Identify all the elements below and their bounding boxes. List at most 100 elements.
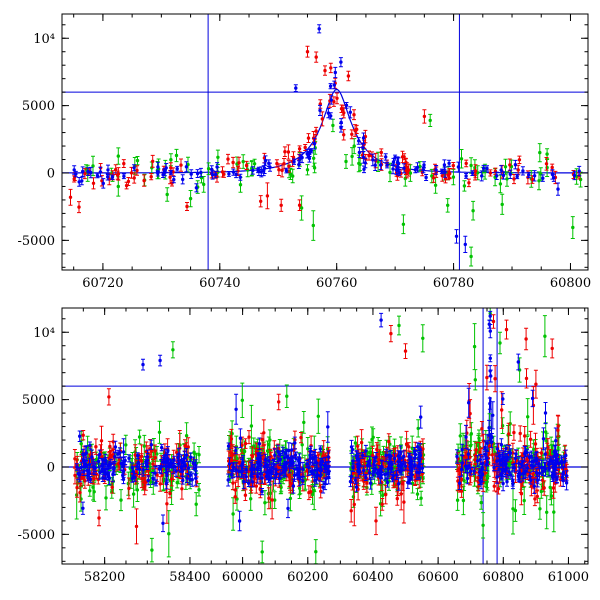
x-tick-label: 60400 bbox=[352, 570, 393, 585]
data-point bbox=[424, 175, 428, 180]
data-point bbox=[326, 471, 331, 475]
data-point bbox=[534, 382, 538, 386]
data-point bbox=[495, 459, 499, 463]
data-point bbox=[532, 174, 537, 178]
data-point bbox=[287, 448, 291, 453]
data-point bbox=[287, 164, 291, 169]
data-point bbox=[255, 467, 259, 472]
data-point bbox=[512, 430, 516, 435]
data-point bbox=[231, 160, 235, 165]
data-point bbox=[191, 461, 196, 465]
data-point bbox=[488, 171, 493, 175]
data-point bbox=[548, 485, 552, 490]
data-point bbox=[413, 464, 417, 468]
data-point bbox=[268, 477, 272, 482]
data-point bbox=[507, 470, 511, 474]
data-point bbox=[413, 452, 418, 457]
data-point bbox=[285, 454, 289, 459]
data-point bbox=[410, 466, 414, 470]
data-point bbox=[164, 464, 168, 468]
data-point bbox=[161, 460, 165, 464]
data-point bbox=[244, 475, 248, 479]
data-point bbox=[552, 472, 556, 477]
data-point bbox=[471, 209, 475, 213]
data-point bbox=[121, 465, 125, 469]
data-point bbox=[121, 469, 126, 473]
data-point bbox=[153, 471, 157, 475]
data-point bbox=[306, 152, 310, 157]
data-point bbox=[577, 169, 581, 173]
data-point bbox=[297, 147, 302, 151]
data-point bbox=[515, 174, 519, 179]
data-point bbox=[385, 480, 390, 485]
data-point bbox=[323, 482, 327, 486]
data-point bbox=[202, 182, 206, 187]
data-point bbox=[256, 474, 260, 479]
data-point bbox=[348, 110, 352, 115]
data-point bbox=[303, 145, 307, 150]
data-point bbox=[528, 474, 532, 479]
data-point bbox=[363, 161, 367, 165]
data-point bbox=[263, 501, 267, 505]
data-point bbox=[364, 475, 368, 480]
data-point bbox=[403, 464, 408, 468]
data-point bbox=[543, 411, 548, 415]
data-point bbox=[530, 177, 535, 182]
data-point bbox=[361, 155, 366, 159]
data-point bbox=[76, 472, 80, 476]
data-point bbox=[122, 161, 126, 166]
data-point bbox=[476, 476, 480, 480]
data-point bbox=[127, 456, 131, 460]
data-point bbox=[130, 476, 134, 481]
data-point bbox=[288, 478, 292, 482]
data-point bbox=[512, 177, 516, 181]
data-point bbox=[533, 458, 537, 462]
data-point bbox=[244, 467, 248, 471]
data-point bbox=[316, 414, 320, 418]
data-point bbox=[327, 475, 331, 479]
data-point bbox=[251, 480, 255, 484]
data-point bbox=[571, 225, 575, 230]
data-point bbox=[331, 123, 335, 128]
data-point bbox=[564, 481, 569, 485]
data-point bbox=[407, 445, 411, 449]
data-point bbox=[489, 374, 493, 378]
data-point bbox=[533, 497, 537, 501]
data-point bbox=[513, 508, 518, 513]
data-point bbox=[194, 476, 198, 480]
data-point bbox=[326, 111, 331, 115]
data-point bbox=[416, 445, 420, 449]
data-point bbox=[356, 467, 361, 471]
data-point bbox=[496, 487, 501, 491]
data-point bbox=[456, 165, 461, 169]
data-point bbox=[247, 481, 251, 485]
data-point bbox=[279, 203, 283, 207]
data-point bbox=[458, 481, 462, 485]
data-point bbox=[349, 445, 354, 449]
data-point bbox=[244, 163, 249, 168]
data-point bbox=[319, 466, 323, 470]
data-point bbox=[365, 481, 369, 485]
data-point bbox=[271, 465, 275, 470]
data-point bbox=[104, 496, 108, 500]
data-point bbox=[150, 548, 154, 552]
data-point bbox=[300, 155, 304, 160]
data-point bbox=[478, 450, 482, 454]
data-point bbox=[68, 195, 73, 199]
y-tick-label: -5000 bbox=[18, 234, 55, 249]
data-point bbox=[90, 455, 94, 459]
data-point bbox=[181, 460, 186, 465]
data-point bbox=[517, 471, 522, 475]
data-point bbox=[521, 472, 525, 476]
data-point bbox=[422, 114, 427, 119]
data-point bbox=[492, 484, 496, 488]
data-point bbox=[151, 159, 155, 163]
data-point bbox=[529, 478, 533, 482]
data-point bbox=[535, 494, 539, 499]
data-point bbox=[206, 167, 211, 171]
x-tick-label: 60600 bbox=[417, 570, 458, 585]
data-point bbox=[273, 498, 277, 502]
data-point bbox=[226, 444, 231, 448]
data-point bbox=[509, 473, 513, 477]
data-point bbox=[451, 175, 456, 179]
